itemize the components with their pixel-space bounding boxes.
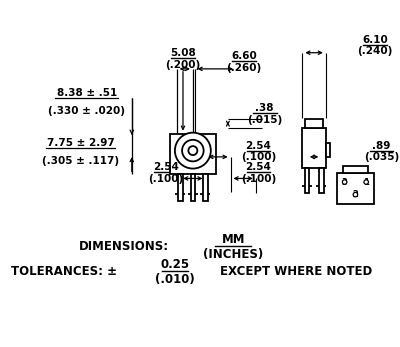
Bar — [336, 173, 374, 204]
Text: MM: MM — [222, 233, 245, 246]
Text: (.100): (.100) — [241, 152, 276, 162]
Bar — [178, 174, 182, 201]
Text: .89: .89 — [372, 141, 391, 151]
Text: (INCHES): (INCHES) — [203, 248, 263, 261]
Bar — [191, 174, 195, 201]
Text: (.305 ± .117): (.305 ± .117) — [42, 156, 119, 166]
Text: 0.25: 0.25 — [160, 258, 190, 271]
Text: (.035): (.035) — [364, 152, 399, 162]
Text: (.200): (.200) — [165, 60, 201, 70]
Text: (.260): (.260) — [226, 62, 262, 73]
Text: 1: 1 — [363, 178, 369, 187]
Text: (.010): (.010) — [155, 273, 195, 286]
Text: (.240): (.240) — [358, 46, 393, 57]
Text: 2.54: 2.54 — [153, 162, 179, 172]
Bar — [302, 128, 326, 168]
Circle shape — [182, 140, 204, 161]
Text: (.015): (.015) — [247, 115, 282, 125]
Text: 8.38 ± .51: 8.38 ± .51 — [57, 87, 117, 98]
Text: EXCEPT WHERE NOTED: EXCEPT WHERE NOTED — [220, 265, 372, 278]
Bar — [203, 174, 208, 201]
Text: .38: .38 — [256, 103, 274, 113]
Bar — [326, 143, 330, 157]
Circle shape — [188, 146, 197, 155]
Text: 5.08: 5.08 — [170, 48, 196, 58]
Text: 2: 2 — [352, 190, 358, 199]
Bar — [343, 166, 368, 173]
Circle shape — [353, 192, 358, 197]
Circle shape — [364, 180, 368, 184]
Bar — [305, 168, 309, 193]
Circle shape — [175, 133, 211, 169]
Text: 6.60: 6.60 — [231, 51, 257, 61]
Text: (.100): (.100) — [148, 174, 184, 184]
Text: (.330 ± .020): (.330 ± .020) — [48, 106, 125, 116]
Bar — [319, 168, 324, 193]
Text: 7.75 ± 2.97: 7.75 ± 2.97 — [47, 138, 114, 148]
Bar — [170, 134, 216, 174]
Text: 3: 3 — [342, 178, 348, 187]
Text: (.100): (.100) — [241, 174, 276, 184]
Text: DIMENSIONS:: DIMENSIONS: — [78, 240, 169, 253]
Text: TOLERANCES: ±: TOLERANCES: ± — [10, 265, 116, 278]
Bar — [305, 119, 323, 128]
Text: 2.54: 2.54 — [246, 141, 271, 151]
Text: 2.54: 2.54 — [246, 162, 271, 172]
Text: 6.10: 6.10 — [362, 35, 388, 45]
Circle shape — [342, 180, 347, 184]
